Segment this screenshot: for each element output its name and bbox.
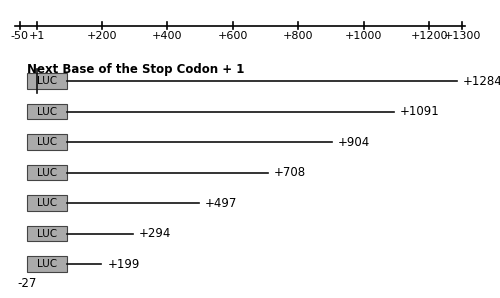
Text: -27: -27 (18, 277, 37, 290)
Text: +199: +199 (108, 257, 140, 271)
Text: LUC: LUC (38, 167, 58, 178)
Text: +800: +800 (283, 31, 314, 41)
Text: LUC: LUC (38, 259, 58, 269)
Bar (28, 134, 68, 150)
Bar (28, 165, 68, 180)
Text: +600: +600 (218, 31, 248, 41)
Text: +1200: +1200 (410, 31, 448, 41)
Text: +1284: +1284 (462, 74, 500, 88)
Text: +708: +708 (274, 166, 306, 179)
Text: +200: +200 (86, 31, 117, 41)
Text: LUC: LUC (38, 229, 58, 239)
Bar (28, 195, 68, 211)
Text: Next Base of the Stop Codon + 1: Next Base of the Stop Codon + 1 (28, 63, 244, 76)
Text: +400: +400 (152, 31, 182, 41)
Bar (28, 104, 68, 119)
Text: LUC: LUC (38, 107, 58, 117)
Bar (28, 257, 68, 272)
Text: +904: +904 (338, 136, 370, 149)
Bar (28, 73, 68, 89)
Text: +294: +294 (138, 227, 171, 240)
Text: +1300: +1300 (444, 31, 481, 41)
Text: +1091: +1091 (400, 105, 440, 118)
Text: LUC: LUC (38, 198, 58, 208)
Text: +1: +1 (28, 31, 44, 41)
Text: -50: -50 (11, 31, 29, 41)
Text: +1000: +1000 (345, 31, 383, 41)
Text: LUC: LUC (38, 137, 58, 147)
Text: LUC: LUC (38, 76, 58, 86)
Text: +497: +497 (205, 197, 238, 209)
Bar (28, 226, 68, 241)
